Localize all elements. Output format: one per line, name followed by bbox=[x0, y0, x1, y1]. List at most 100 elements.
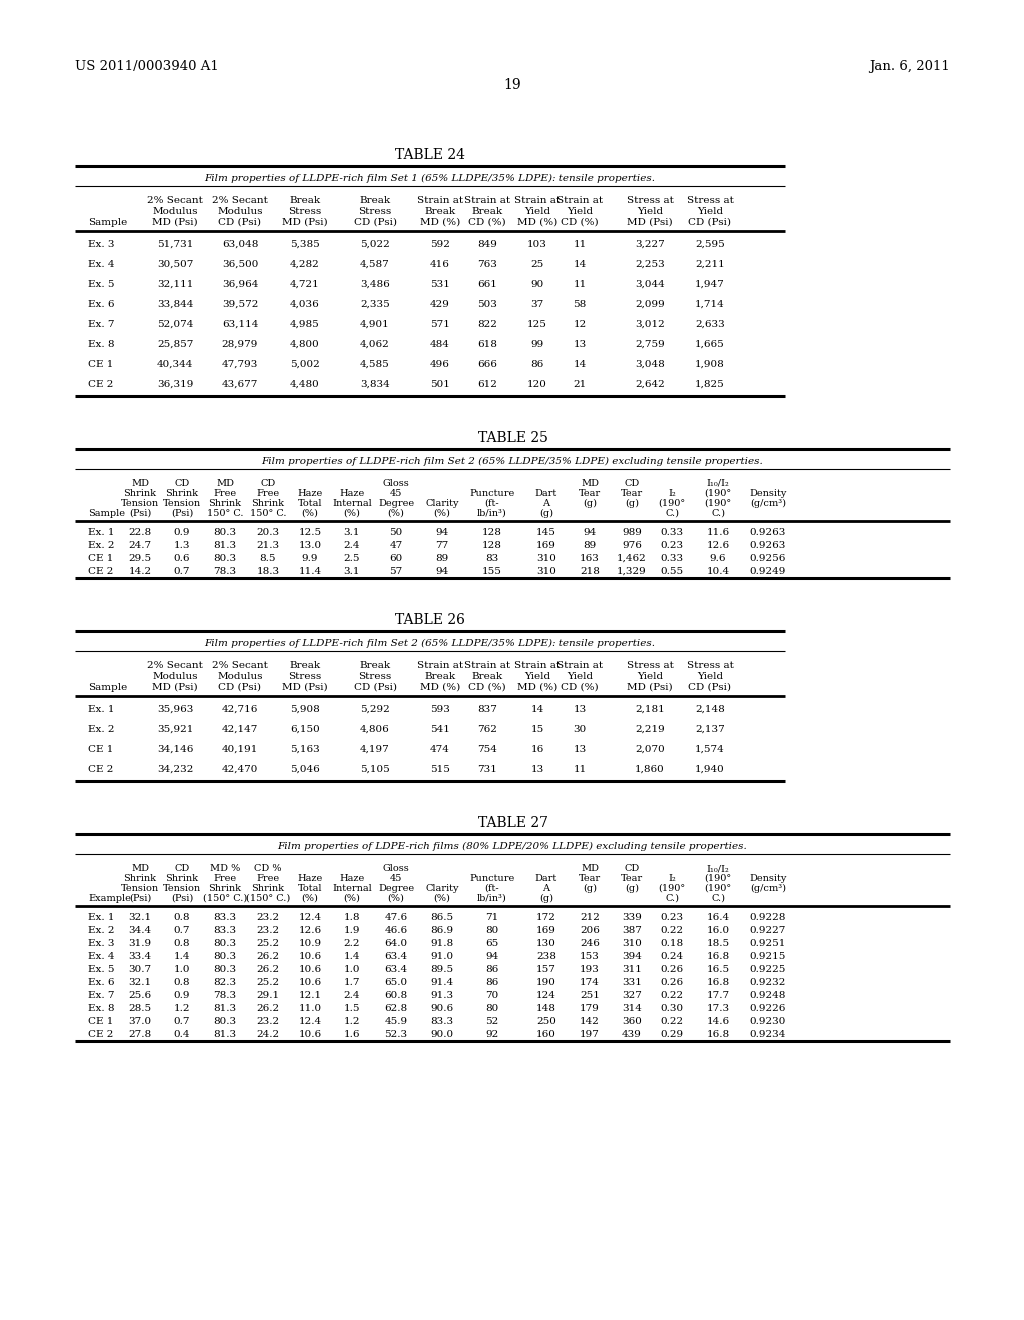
Text: Ex. 3: Ex. 3 bbox=[88, 240, 115, 249]
Text: 128: 128 bbox=[482, 541, 502, 550]
Text: Sample: Sample bbox=[88, 218, 127, 227]
Text: 18.3: 18.3 bbox=[256, 568, 280, 576]
Text: 65.0: 65.0 bbox=[384, 978, 408, 987]
Text: Shrink: Shrink bbox=[209, 884, 242, 894]
Text: 12.6: 12.6 bbox=[707, 541, 729, 550]
Text: 81.3: 81.3 bbox=[213, 1005, 237, 1012]
Text: 11.4: 11.4 bbox=[298, 568, 322, 576]
Text: (190°: (190° bbox=[658, 884, 685, 894]
Text: 26.2: 26.2 bbox=[256, 1005, 280, 1012]
Text: 2% Secant: 2% Secant bbox=[147, 661, 203, 671]
Text: 5,292: 5,292 bbox=[360, 705, 390, 714]
Text: 822: 822 bbox=[477, 319, 497, 329]
Text: Tension: Tension bbox=[121, 499, 159, 508]
Text: 86: 86 bbox=[530, 360, 544, 370]
Text: 51,731: 51,731 bbox=[157, 240, 194, 249]
Text: 63,114: 63,114 bbox=[222, 319, 258, 329]
Text: 0.9232: 0.9232 bbox=[750, 978, 786, 987]
Text: 0.22: 0.22 bbox=[660, 927, 684, 935]
Text: Break: Break bbox=[359, 661, 390, 671]
Text: TABLE 25: TABLE 25 bbox=[477, 432, 548, 445]
Text: MD (%): MD (%) bbox=[420, 218, 460, 227]
Text: 2% Secant: 2% Secant bbox=[212, 195, 268, 205]
Text: Ex. 4: Ex. 4 bbox=[88, 260, 115, 269]
Text: 13: 13 bbox=[573, 744, 587, 754]
Text: 32.1: 32.1 bbox=[128, 913, 152, 921]
Text: 80.3: 80.3 bbox=[213, 939, 237, 948]
Text: 2,070: 2,070 bbox=[635, 744, 665, 754]
Text: 2,099: 2,099 bbox=[635, 300, 665, 309]
Text: 1,714: 1,714 bbox=[695, 300, 725, 309]
Text: 246: 246 bbox=[580, 939, 600, 948]
Text: TABLE 27: TABLE 27 bbox=[477, 816, 548, 830]
Text: Tension: Tension bbox=[163, 499, 201, 508]
Text: 501: 501 bbox=[430, 380, 450, 389]
Text: Density: Density bbox=[750, 874, 786, 883]
Text: 4,197: 4,197 bbox=[360, 744, 390, 754]
Text: 65: 65 bbox=[485, 939, 499, 948]
Text: (g): (g) bbox=[583, 884, 597, 894]
Text: 0.26: 0.26 bbox=[660, 965, 684, 974]
Text: 0.22: 0.22 bbox=[660, 1016, 684, 1026]
Text: 86: 86 bbox=[485, 978, 499, 987]
Text: 2,633: 2,633 bbox=[695, 319, 725, 329]
Text: 12.5: 12.5 bbox=[298, 528, 322, 537]
Text: 12.4: 12.4 bbox=[298, 913, 322, 921]
Text: 12.4: 12.4 bbox=[298, 1016, 322, 1026]
Text: Tear: Tear bbox=[579, 874, 601, 883]
Text: 218: 218 bbox=[580, 568, 600, 576]
Text: 37.0: 37.0 bbox=[128, 1016, 152, 1026]
Text: 29.5: 29.5 bbox=[128, 554, 152, 564]
Text: 27.8: 27.8 bbox=[128, 1030, 152, 1039]
Text: 17.7: 17.7 bbox=[707, 991, 729, 1001]
Text: 92: 92 bbox=[485, 1030, 499, 1039]
Text: 0.22: 0.22 bbox=[660, 991, 684, 1001]
Text: 99: 99 bbox=[530, 341, 544, 348]
Text: (g): (g) bbox=[625, 884, 639, 894]
Text: 1.4: 1.4 bbox=[344, 952, 360, 961]
Text: 16.4: 16.4 bbox=[707, 913, 729, 921]
Text: Yield: Yield bbox=[697, 672, 723, 681]
Text: 33,844: 33,844 bbox=[157, 300, 194, 309]
Text: 86: 86 bbox=[485, 965, 499, 974]
Text: (190°: (190° bbox=[705, 874, 731, 883]
Text: 36,500: 36,500 bbox=[222, 260, 258, 269]
Text: 148: 148 bbox=[536, 1005, 556, 1012]
Text: Break: Break bbox=[471, 207, 503, 216]
Text: 60: 60 bbox=[389, 554, 402, 564]
Text: 6,150: 6,150 bbox=[290, 725, 319, 734]
Text: 28,979: 28,979 bbox=[222, 341, 258, 348]
Text: 19: 19 bbox=[503, 78, 521, 92]
Text: 2,595: 2,595 bbox=[695, 240, 725, 249]
Text: 0.8: 0.8 bbox=[174, 939, 190, 948]
Text: 11.0: 11.0 bbox=[298, 1005, 322, 1012]
Text: 429: 429 bbox=[430, 300, 450, 309]
Text: 45: 45 bbox=[390, 874, 402, 883]
Text: 849: 849 bbox=[477, 240, 497, 249]
Text: MD: MD bbox=[131, 479, 150, 488]
Text: MD (%): MD (%) bbox=[420, 682, 460, 692]
Text: Internal: Internal bbox=[332, 499, 372, 508]
Text: MD (%): MD (%) bbox=[517, 218, 557, 227]
Text: 30: 30 bbox=[573, 725, 587, 734]
Text: 145: 145 bbox=[536, 528, 556, 537]
Text: (ft-: (ft- bbox=[484, 499, 500, 508]
Text: 169: 169 bbox=[536, 927, 556, 935]
Text: 484: 484 bbox=[430, 341, 450, 348]
Text: 212: 212 bbox=[580, 913, 600, 921]
Text: 83: 83 bbox=[485, 554, 499, 564]
Text: 78.3: 78.3 bbox=[213, 568, 237, 576]
Text: 0.7: 0.7 bbox=[174, 927, 190, 935]
Text: 34.4: 34.4 bbox=[128, 927, 152, 935]
Text: 496: 496 bbox=[430, 360, 450, 370]
Text: 762: 762 bbox=[477, 725, 497, 734]
Text: 331: 331 bbox=[622, 978, 642, 987]
Text: C.): C.) bbox=[665, 510, 679, 517]
Text: Tear: Tear bbox=[579, 488, 601, 498]
Text: 17.3: 17.3 bbox=[707, 1005, 729, 1012]
Text: 62.8: 62.8 bbox=[384, 1005, 408, 1012]
Text: Yield: Yield bbox=[637, 207, 664, 216]
Text: Stress: Stress bbox=[289, 672, 322, 681]
Text: CD: CD bbox=[260, 479, 275, 488]
Text: (Psi): (Psi) bbox=[129, 510, 152, 517]
